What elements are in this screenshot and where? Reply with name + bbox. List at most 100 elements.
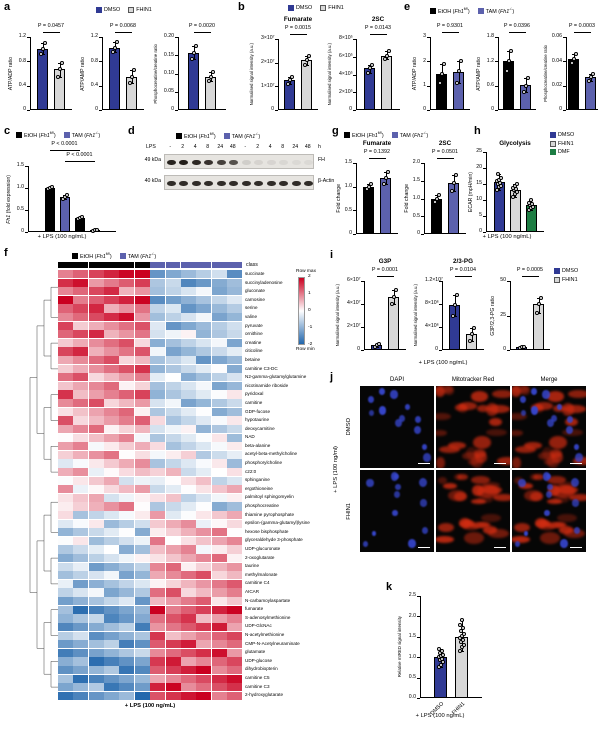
data-point (457, 622, 462, 627)
heatmap-cell (180, 519, 196, 528)
legend-swatch (344, 131, 350, 138)
y-tick (99, 110, 102, 111)
heatmap-cell (165, 433, 181, 442)
heatmap-cell (58, 459, 73, 468)
mito-signal-blob (448, 489, 467, 501)
y-tick (25, 232, 28, 233)
heatmap-cell (73, 579, 89, 589)
heatmap-cell (227, 657, 242, 666)
legend-label: TAM (Fh1-/-) (399, 131, 429, 139)
scale-bar (418, 462, 430, 464)
heatmap-cell (119, 536, 135, 546)
heatmap-cell (211, 536, 227, 546)
heatmap-cell (165, 674, 181, 683)
heatmap-cell (134, 562, 150, 571)
chart-fh1-expression: Fh1 (fold expression) 0 0.5 1.0 1.5 P < 0.000… (6, 140, 118, 244)
heatmap-cell (88, 364, 104, 373)
heatmap-cell (211, 390, 227, 399)
y-tick (439, 304, 442, 305)
data-point (112, 45, 117, 50)
error-bar-cap (536, 312, 541, 314)
fh-band-label: FH (318, 157, 325, 163)
heatmap-cell (104, 459, 120, 468)
y-tick-label: 1 (423, 82, 426, 89)
heatmap-cell (211, 485, 227, 494)
heatmap-cell (119, 691, 135, 700)
heatmap-cell (150, 338, 166, 348)
y-tick-label: 0 (349, 106, 352, 113)
heatmap-cell (73, 459, 89, 468)
y-tick (353, 163, 356, 164)
data-point (436, 192, 441, 197)
mito-signal-blob (488, 404, 510, 413)
y-tick (275, 39, 278, 40)
heatmap-cell (134, 330, 150, 339)
heatmap-cell (104, 485, 120, 494)
class-cell (104, 262, 120, 268)
data-point (287, 78, 292, 83)
error-bar-cap (513, 196, 517, 198)
blot-lane-label: - (244, 144, 247, 150)
data-point (496, 172, 500, 177)
heatmap-cell (196, 648, 212, 657)
heatmap-cell (88, 657, 104, 666)
heatmap-cell (227, 287, 242, 296)
heatmap-cell (119, 287, 135, 296)
y-tick (175, 37, 178, 38)
heatmap-cell (58, 545, 73, 554)
heatmap-cell (196, 545, 212, 554)
error-bar-cap (469, 341, 474, 343)
heatmap-cell (227, 373, 242, 382)
nucleus-blob (542, 472, 551, 482)
mito-signal-blob (474, 449, 486, 459)
legend-item: EtOH (Fh1fl/fl) (344, 131, 384, 139)
legend-dmso-fhin1-dmf-h: DMSO FHIN1 DMF (550, 132, 574, 155)
y-tick (483, 216, 486, 217)
heatmap-cell (165, 665, 181, 675)
plot-area (566, 37, 598, 110)
heatmap-cell (196, 364, 212, 373)
y-tick-label: 0.5 (408, 674, 416, 680)
heatmap-cell (180, 691, 196, 700)
micro-fhin1-merge (512, 470, 586, 552)
heatmap-cell (88, 665, 104, 675)
heatmap-cell (58, 691, 73, 700)
heatmap-cell (104, 597, 120, 606)
nucleus-blob (423, 453, 431, 462)
protein-band (291, 159, 301, 165)
heatmap-cell (134, 683, 150, 692)
y-tick-label: 0.0 (408, 694, 416, 701)
mito-signal-blob (538, 452, 556, 461)
heatmap-cell (196, 579, 212, 589)
heatmap-cell (58, 657, 73, 666)
data-point (499, 175, 503, 180)
mito-signal-blob (462, 452, 480, 461)
heatmap-cell (58, 640, 73, 649)
y-tick-label: 0.04 (551, 57, 562, 64)
heatmap-cell (227, 399, 242, 408)
heatmap-cell (88, 605, 104, 614)
y-tick-label: 0.20 (163, 33, 174, 40)
heatmap-cell (211, 467, 227, 477)
heatmap-cell (58, 631, 73, 640)
heatmap-cell (211, 442, 227, 451)
mito-signal-blob (482, 486, 502, 494)
plot-area (356, 163, 398, 234)
y-tick-label: 1.2×10⁷ (425, 277, 443, 284)
heatmap-row-label: gluconate (245, 288, 265, 294)
class-cell (88, 262, 104, 268)
bar-EtOH (363, 186, 374, 234)
heatmap-cell (165, 424, 181, 434)
micro-header-merge: Merge (540, 377, 558, 383)
heatmap-cell (227, 665, 242, 675)
heatmap-cell (227, 321, 242, 330)
heatmap-cell (134, 597, 150, 606)
legend-item: TAM (Fh1-/-) (477, 7, 514, 15)
mito-signal-blob (536, 520, 550, 527)
p-value: P = 0.0001 (371, 267, 399, 273)
heatmap-cell (165, 485, 181, 494)
heatmap-cell (88, 304, 104, 313)
y-tick-label: 25 (476, 148, 482, 155)
heatmap-cell (150, 683, 166, 692)
colorbar-tick-label: -1 (308, 325, 313, 330)
